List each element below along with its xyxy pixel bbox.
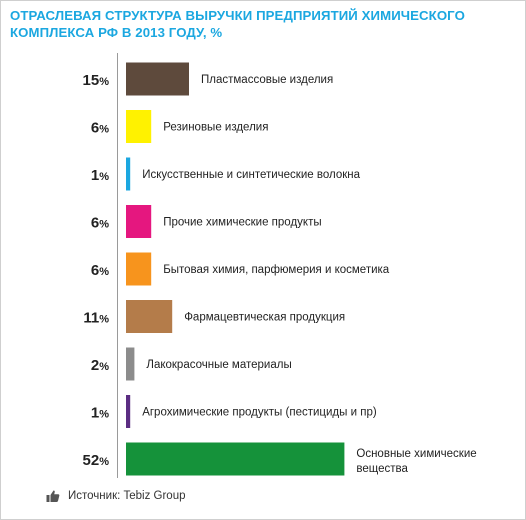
category-label: Фармацевтическая продукция <box>184 312 345 324</box>
bar <box>126 62 189 96</box>
category-label: Резиновые изделия <box>163 122 268 134</box>
value-label: 11% <box>83 310 109 327</box>
value-label: 6% <box>91 120 109 137</box>
value-label: 6% <box>91 215 109 232</box>
value-label: 15% <box>83 72 110 89</box>
value-label: 1% <box>91 405 109 422</box>
bar <box>126 395 131 428</box>
category-label: Агрохимические продукты (пестициды и пр) <box>142 407 377 419</box>
bar <box>126 347 135 381</box>
category-label: Прочие химические продукты <box>163 217 321 229</box>
value-label: 6% <box>91 262 109 279</box>
category-axis-line <box>117 53 118 478</box>
value-label: 52% <box>83 452 110 469</box>
category-label: Лакокрасочные материалы <box>146 359 291 371</box>
bar <box>126 252 152 286</box>
thumbs-up-icon <box>46 490 60 502</box>
bar <box>126 110 152 143</box>
category-label: Пластмассовые изделия <box>201 74 333 86</box>
chart-title: ОТРАСЛЕВАЯ СТРУКТУРА ВЫРУЧКИ ПРЕДПРИЯТИЙ… <box>10 8 465 40</box>
bar <box>126 157 131 191</box>
source-text: Источник: Tebiz Group <box>68 490 186 502</box>
bar <box>126 442 345 476</box>
bar <box>126 205 152 238</box>
source-note: Источник: Tebiz Group <box>46 489 186 503</box>
value-label: 2% <box>91 357 109 374</box>
bar <box>126 300 173 333</box>
category-label: Искусственные и синтетические волокна <box>142 169 360 181</box>
category-label: Бытовая химия, парфюмерия и косметика <box>163 264 390 276</box>
category-label: Основные химические вещества <box>356 448 476 475</box>
value-label: 1% <box>91 167 109 184</box>
